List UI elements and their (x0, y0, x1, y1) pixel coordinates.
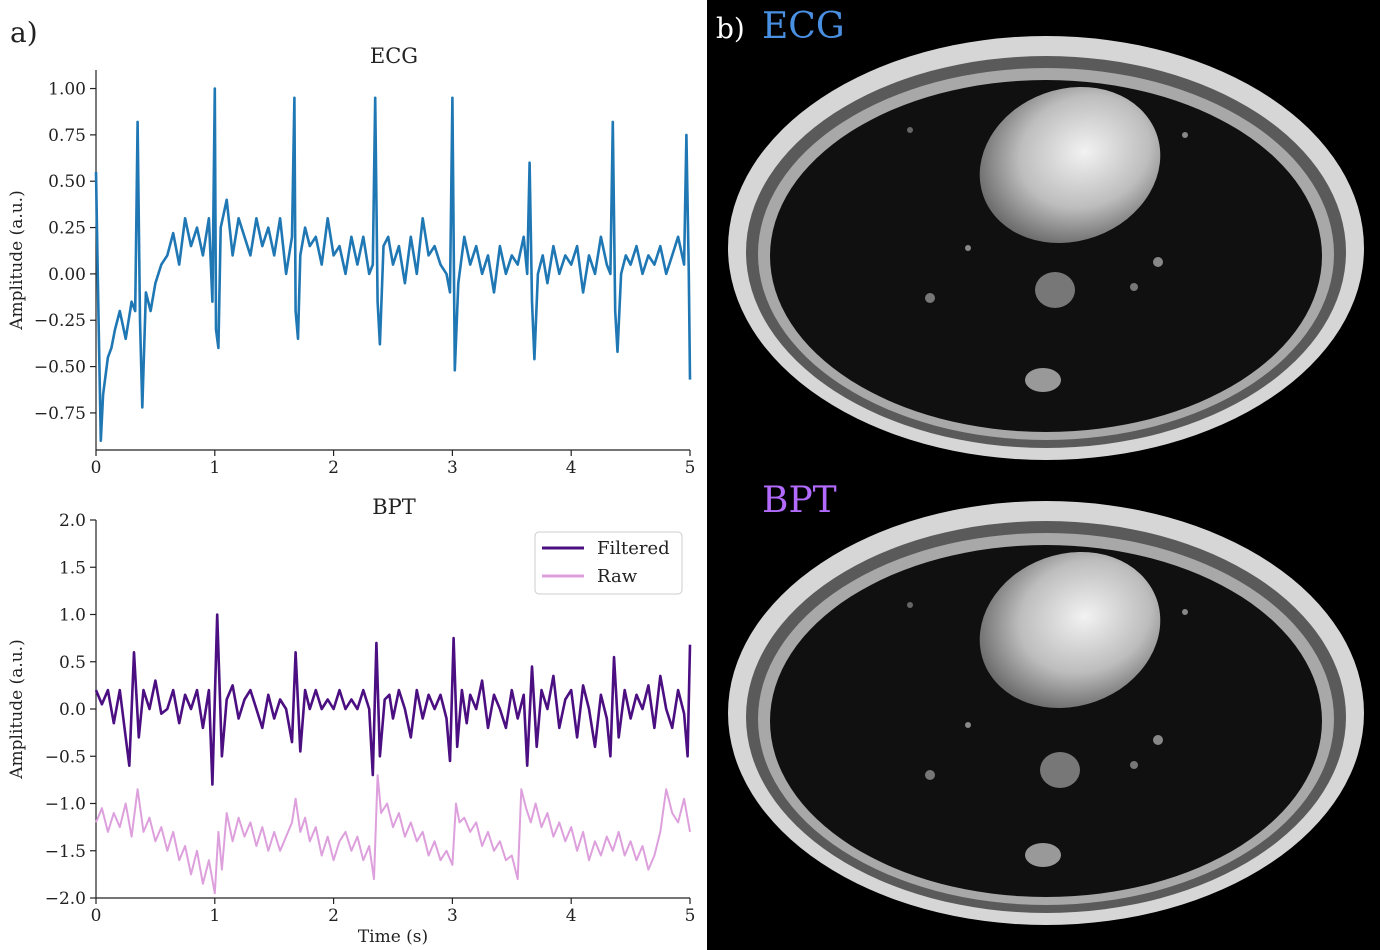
bpt-chart: BPT −2.0 −1.5 −1.0 −0.5 0.0 0.5 1.0 1.5 2.0 0 1 2 3… (7, 495, 695, 947)
ecg-y-ticks: −0.75 −0.50 −0.25 0.00 0.25 0.50 0.75 1.00 (34, 80, 96, 424)
series-line-raw (95, 774, 691, 895)
y-tick-label: 0.75 (48, 126, 86, 146)
mri-panel: b) ECG BPT (707, 0, 1380, 950)
spine (1025, 368, 1061, 392)
ecg-y-axis-label: Amplitude (a.u.) (7, 190, 27, 330)
ecg-x-ticks: 0 1 2 3 4 5 (91, 450, 696, 478)
y-tick-label: 2.0 (59, 511, 86, 531)
x-tick-label: 2 (328, 458, 339, 478)
heart (979, 551, 1161, 709)
mri-slice-bpt (728, 501, 1364, 925)
x-tick-label: 1 (209, 906, 220, 926)
legend-label-filtered: Filtered (597, 538, 670, 559)
y-tick-label: 0.0 (59, 700, 86, 720)
x-tick-label: 3 (447, 906, 458, 926)
y-tick-label: 0.25 (48, 219, 86, 239)
spine (1025, 843, 1061, 867)
bpt-series (94, 613, 692, 895)
bpt-chart-title: BPT (372, 495, 416, 519)
heart (979, 86, 1161, 244)
mri-slice-ecg (728, 36, 1364, 460)
mri-bpt-label: BPT (762, 480, 837, 521)
bpt-legend: Filtered Raw (534, 531, 683, 595)
x-tick-label: 1 (209, 458, 220, 478)
y-tick-label: −0.75 (34, 404, 86, 424)
bpt-x-axis-label: Time (s) (358, 927, 428, 947)
x-tick-label: 5 (685, 906, 696, 926)
y-tick-label: −1.5 (45, 842, 86, 862)
aorta (1035, 272, 1075, 308)
y-tick-label: 1.5 (59, 558, 86, 578)
ecg-chart: ECG −0.75−0.50−0.250.000.250.500.751.00 … (7, 44, 695, 478)
bpt-y-ticks: −2.0 −1.5 −1.0 −0.5 0.0 0.5 1.0 1.5 2.0 (45, 511, 96, 909)
x-tick-label: 5 (685, 458, 696, 478)
y-tick-label: −0.50 (34, 358, 86, 378)
y-tick-label: −1.0 (45, 795, 86, 815)
series-line-filtered (94, 613, 692, 786)
x-tick-label: 0 (91, 458, 102, 478)
legend-label-raw: Raw (597, 566, 638, 587)
y-tick-label: 0.00 (48, 265, 86, 285)
bpt-x-ticks: 0 1 2 3 4 5 (91, 898, 696, 926)
ecg-chart-title: ECG (370, 44, 418, 68)
x-tick-label: 3 (447, 458, 458, 478)
x-tick-label: 4 (566, 458, 577, 478)
series-line-ecg (94, 87, 692, 442)
y-tick-label: −0.25 (34, 311, 86, 331)
mri-ecg-label: ECG (762, 6, 845, 47)
x-tick-label: 4 (566, 906, 577, 926)
x-tick-label: 2 (328, 906, 339, 926)
bpt-y-axis-label: Amplitude (a.u.) (7, 639, 27, 779)
y-tick-label: −2.0 (45, 889, 86, 909)
x-tick-label: 0 (91, 906, 102, 926)
aorta (1040, 752, 1080, 788)
ecg-series (94, 87, 692, 442)
y-tick-label: 0.5 (59, 653, 86, 673)
y-tick-label: 1.0 (59, 606, 86, 626)
panel-a-label: a) (10, 16, 38, 49)
y-tick-label: 0.50 (48, 172, 86, 192)
panel-b-label: b) (716, 12, 745, 45)
y-tick-label: 1.00 (48, 80, 86, 100)
y-tick-label: −0.5 (45, 747, 86, 767)
